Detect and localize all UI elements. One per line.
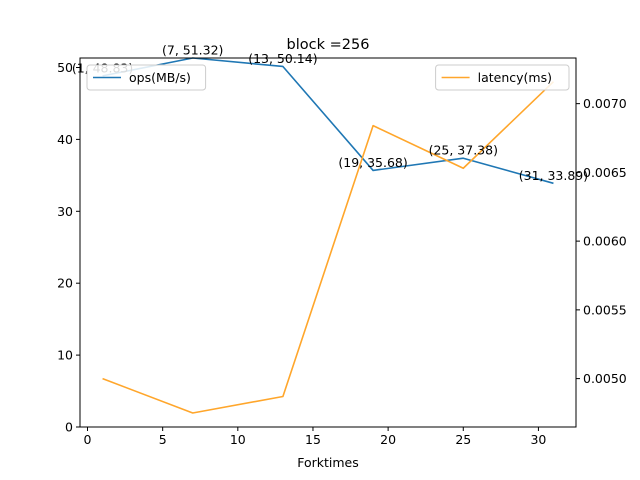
y-left-tick-label: 50 xyxy=(57,60,73,75)
x-tick-label: 5 xyxy=(159,432,167,447)
series-line-latency xyxy=(102,81,555,414)
legend-ops: ops(MB/s) xyxy=(86,64,207,91)
y-left-tick-label: 20 xyxy=(57,276,73,291)
x-tick-label: 30 xyxy=(530,432,546,447)
y-left-tick-label: 40 xyxy=(57,132,73,147)
legend-label: ops(MB/s) xyxy=(129,70,191,85)
y-right-tick-label: 0.0065 xyxy=(583,165,627,180)
point-annotation: (7, 51.32) xyxy=(162,43,223,58)
legend-latency: latency(ms) xyxy=(435,64,570,91)
x-tick-label: 0 xyxy=(84,432,92,447)
point-annotation: (25, 37.38) xyxy=(429,143,498,158)
y-right-tick-label: 0.0055 xyxy=(583,302,627,317)
legend-layer: ops(MB/s) latency(ms) xyxy=(86,64,570,91)
series-layer xyxy=(102,57,555,414)
y-left-tick-label: 0 xyxy=(65,420,73,435)
x-axis-label: Forktimes xyxy=(297,455,359,470)
y-right-tick-label: 0.0050 xyxy=(583,371,627,386)
x-tick-label: 20 xyxy=(380,432,396,447)
x-tick-label: 10 xyxy=(230,432,246,447)
y-right-tick-label: 0.0070 xyxy=(583,96,627,111)
y-right-tick-label: 0.0060 xyxy=(583,234,627,249)
legend-label: latency(ms) xyxy=(478,70,552,85)
legend-box xyxy=(435,64,570,91)
x-tick-label: 15 xyxy=(305,432,321,447)
chart-title: block =256 xyxy=(287,37,370,53)
point-annotation: (19, 35.68) xyxy=(338,155,407,170)
legend-box xyxy=(86,64,207,91)
series-line-ops xyxy=(102,57,554,185)
y-left-tick-label: 30 xyxy=(57,204,73,219)
y-left-tick-label: 10 xyxy=(57,348,73,363)
point-annotation: (31, 33.89) xyxy=(519,168,588,183)
x-tick-label: 25 xyxy=(455,432,471,447)
plot-frame xyxy=(79,57,577,428)
axes-layer: 0 5 10 15 20 25 30 0 10 20 30 40 50 0.0050 0.0055 0.006… xyxy=(57,60,627,447)
